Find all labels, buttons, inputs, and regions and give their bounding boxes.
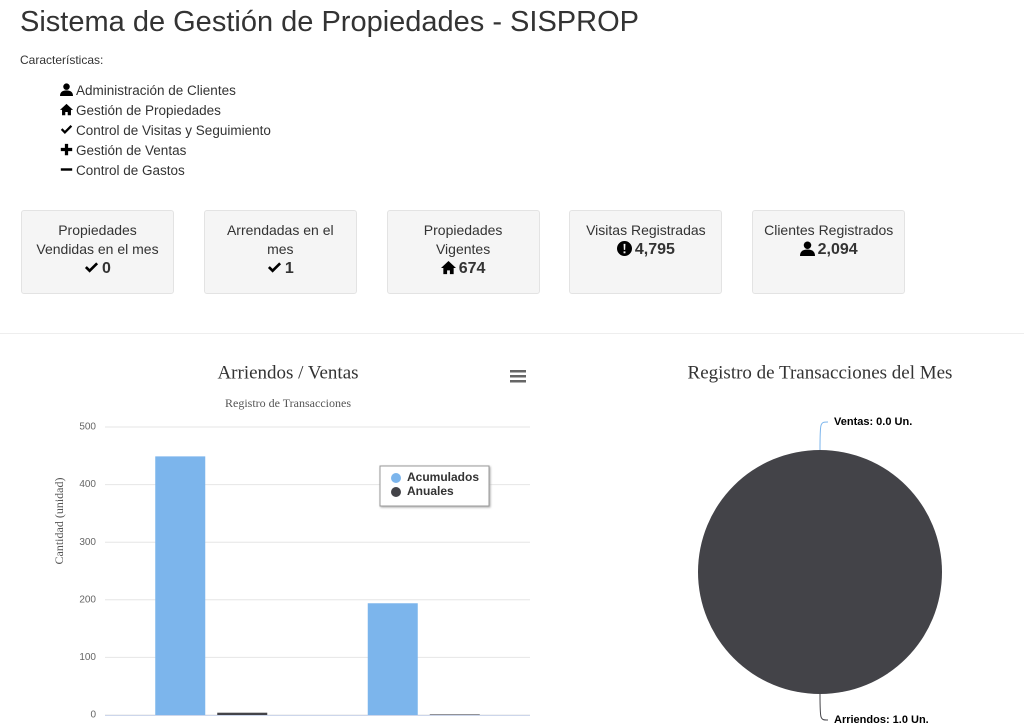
feature-item: Control de Visitas y Seguimiento bbox=[60, 122, 271, 142]
bar bbox=[429, 714, 480, 715]
feature-text: Administración de Clientes bbox=[76, 83, 236, 98]
data-label: Arriendos: 1.0 Un. bbox=[834, 714, 929, 725]
bar bbox=[217, 712, 268, 715]
stat-value: 674 bbox=[388, 259, 539, 279]
feature-text: Gestión de Propiedades bbox=[76, 103, 221, 118]
divider bbox=[0, 333, 1024, 334]
stat-label: Clientes Registrados bbox=[764, 222, 894, 238]
feature-text: Control de Gastos bbox=[76, 163, 185, 178]
y-tick-label: 100 bbox=[79, 652, 96, 663]
stat-label: Visitas Registradas bbox=[586, 222, 706, 238]
pie-slice bbox=[698, 450, 942, 694]
chart-subtitle: Registro de Transacciones bbox=[225, 396, 351, 410]
y-tick-label: 500 bbox=[79, 422, 96, 433]
y-tick-label: 300 bbox=[79, 537, 96, 548]
bar bbox=[367, 603, 418, 715]
legend-label: Acumulados bbox=[407, 470, 479, 484]
y-tick-label: 400 bbox=[79, 479, 96, 490]
stat-label: Arrendadas en el mes bbox=[226, 222, 334, 257]
y-tick-label: 0 bbox=[90, 710, 96, 721]
stat-value: 1 bbox=[205, 259, 356, 279]
feature-list: Administración de Clientes Gestión de Pro… bbox=[60, 82, 271, 182]
stat-number: 2,094 bbox=[817, 241, 858, 258]
stat-label: Propiedades Vigentes bbox=[423, 222, 503, 257]
bar bbox=[155, 456, 206, 715]
legend-marker bbox=[391, 487, 401, 497]
stat-value: 4,795 bbox=[570, 240, 721, 260]
stat-number: 0 bbox=[102, 260, 111, 277]
legend-box bbox=[379, 465, 490, 507]
feature-item: Administración de Clientes bbox=[60, 82, 271, 102]
data-label: Ventas: 0.0 Un. bbox=[834, 416, 912, 428]
stat-number: 4,795 bbox=[634, 241, 675, 258]
menu-icon[interactable] bbox=[510, 370, 526, 383]
chart-title: Arriendos / Ventas bbox=[217, 362, 358, 383]
stat-value: 0 bbox=[22, 259, 173, 279]
stat-card: Visitas Registradas 4,795 bbox=[569, 210, 723, 294]
page-title: Sistema de Gestión de Propiedades - SISP… bbox=[20, 6, 639, 38]
stat-label: Propiedades Vendidas en el mes bbox=[36, 222, 159, 257]
label-connector bbox=[819, 693, 829, 721]
stat-number: 1 bbox=[284, 260, 294, 277]
feature-item: Gestión de Propiedades bbox=[60, 102, 271, 122]
feature-text: Gestión de Ventas bbox=[76, 143, 187, 158]
feature-item: Control de Gastos bbox=[60, 162, 271, 182]
stat-card: Propiedades Vendidas en el mes 0 bbox=[21, 210, 174, 294]
stat-value: 2,094 bbox=[753, 240, 904, 260]
features-heading: Características: bbox=[20, 53, 104, 67]
chart-title: Registro de Transacciones del Mes bbox=[688, 362, 953, 383]
y-axis-label: Cantidad (unidad) bbox=[52, 478, 66, 565]
feature-text: Control de Visitas y Seguimiento bbox=[76, 123, 271, 138]
label-connector bbox=[819, 421, 829, 451]
y-tick-label: 200 bbox=[79, 594, 96, 605]
legend-label: Anuales bbox=[407, 484, 454, 498]
feature-item: Gestión de Ventas bbox=[60, 142, 271, 162]
stat-card: Arrendadas en el mes 1 bbox=[203, 210, 357, 294]
stat-number: 674 bbox=[458, 260, 486, 277]
stat-card: Propiedades Vigentes 674 bbox=[386, 210, 540, 294]
stat-card: Clientes Registrados 2,094 bbox=[752, 210, 906, 294]
legend-marker bbox=[391, 473, 401, 483]
